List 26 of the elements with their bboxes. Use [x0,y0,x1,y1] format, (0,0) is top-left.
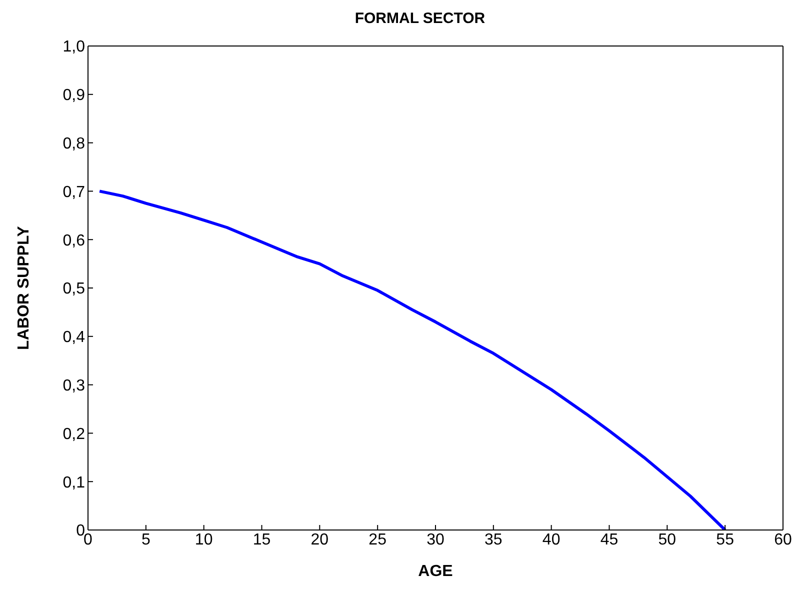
x-tick-label: 25 [368,531,387,548]
x-tick-label: 15 [252,531,271,548]
y-tick-label: 0,8 [62,135,86,152]
x-tick-label: 10 [194,531,213,548]
x-tick-label: 60 [774,531,792,548]
y-tick-label: 1,0 [62,38,86,56]
y-tick-label: 0,9 [62,87,86,104]
x-tick-label: 45 [600,531,618,548]
x-tick-label: 35 [484,531,502,548]
y-tick-label: 0,3 [62,377,86,394]
y-tick-label: 0,1 [62,474,86,492]
x-tick-label: 20 [310,531,329,548]
x-tick-label: 55 [716,531,734,548]
y-tick-label: 0,6 [62,232,86,250]
y-tick-label: 0,7 [62,184,86,201]
y-tick-label: 0,5 [62,280,86,298]
x-tick-label: 50 [658,531,676,548]
chart-title: FORMAL SECTOR [354,9,486,29]
y-axis-title: LABOR SUPPLY [16,226,33,350]
x-tick-label: 30 [426,531,444,548]
line-series [98,190,727,530]
x-tick-label: 5 [141,531,150,548]
x-tick-label: 40 [542,531,560,548]
y-tick-label: 0,4 [62,329,86,346]
x-axis-title: AGE [418,563,454,580]
y-tick-label: 0,2 [62,426,86,443]
